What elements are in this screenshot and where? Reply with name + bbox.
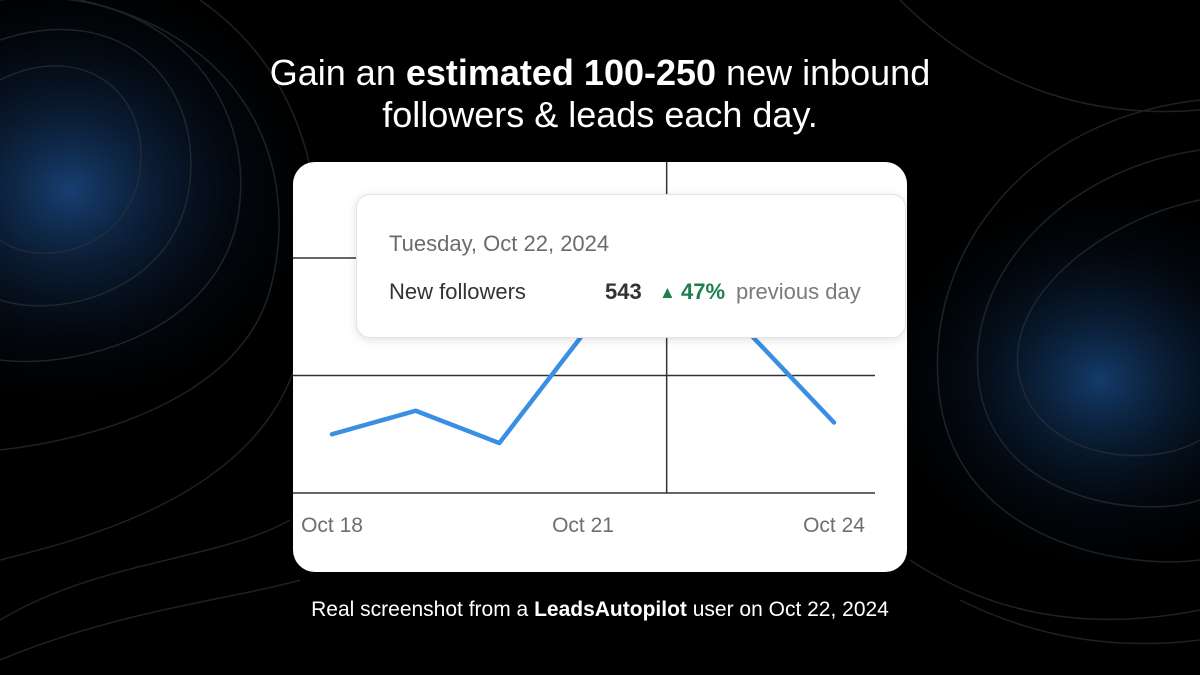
up-arrow-icon: ▲ bbox=[659, 283, 676, 302]
x-tick-label-0: Oct 18 bbox=[301, 514, 363, 537]
headline-prefix: Gain an bbox=[269, 52, 406, 93]
tooltip-metric-label: New followers bbox=[389, 279, 526, 304]
tooltip-change: 47% bbox=[681, 279, 726, 304]
caption-suffix: user on Oct 22, 2024 bbox=[686, 598, 889, 621]
x-tick-label-2: Oct 24 bbox=[803, 514, 865, 537]
headline-bold: estimated 100-250 bbox=[405, 52, 717, 93]
headline: Gain an estimated 100-250 new inbound fo… bbox=[0, 52, 1200, 136]
x-tick-label-1: Oct 21 bbox=[552, 514, 614, 537]
chart-tooltip: Tuesday, Oct 22, 2024 New followers 543 … bbox=[356, 194, 906, 338]
headline-line-2: followers & leads each day. bbox=[382, 94, 818, 135]
caption-brand: LeadsAutopilot bbox=[534, 598, 687, 621]
headline-suffix: new inbound bbox=[716, 52, 931, 93]
tooltip-value: 543 bbox=[605, 279, 642, 304]
caption: Real screenshot from a LeadsAutopilot us… bbox=[0, 598, 1200, 622]
headline-line-1: Gain an estimated 100-250 new inbound bbox=[0, 52, 1200, 94]
caption-prefix: Real screenshot from a bbox=[311, 598, 535, 621]
chart-card: Oct 18 Oct 21 Oct 24 Tuesday, Oct 22, 2024… bbox=[293, 162, 907, 572]
tooltip-row: New followers 543 ▲ 47% previous day bbox=[389, 279, 877, 307]
tooltip-comparison: previous day bbox=[736, 279, 861, 304]
tooltip-date: Tuesday, Oct 22, 2024 bbox=[389, 231, 610, 256]
